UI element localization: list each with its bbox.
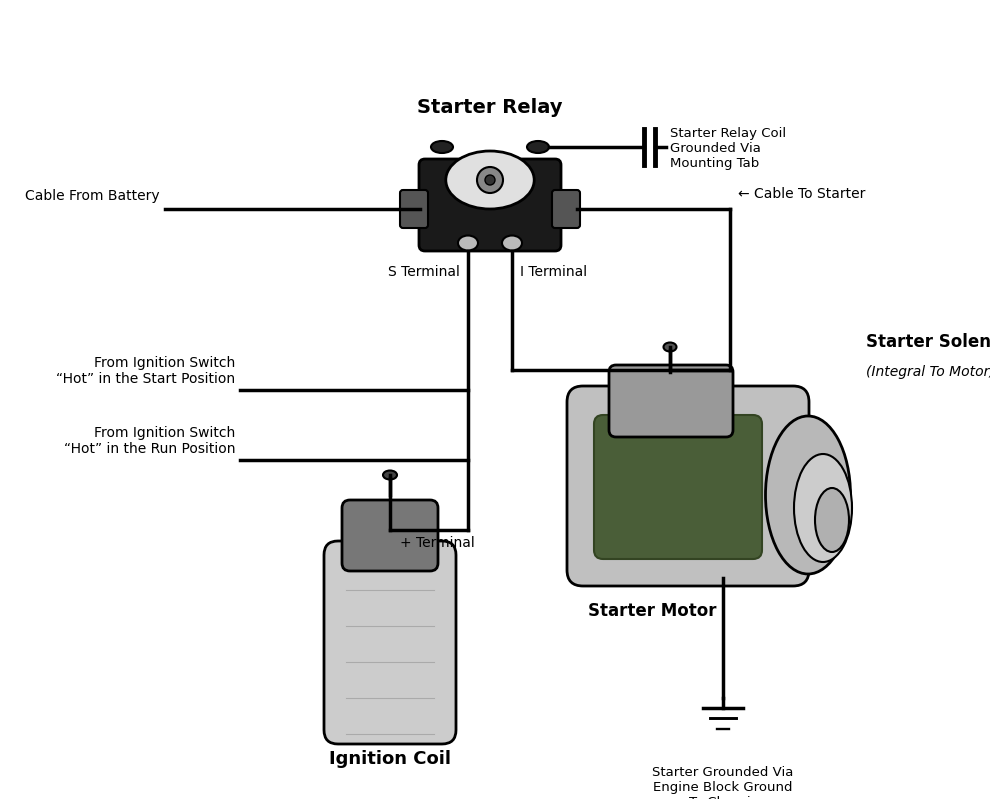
Ellipse shape <box>383 471 397 479</box>
FancyBboxPatch shape <box>552 190 580 228</box>
FancyBboxPatch shape <box>419 159 561 251</box>
Text: From Ignition Switch
“Hot” in the Run Position: From Ignition Switch “Hot” in the Run Po… <box>63 426 235 456</box>
Text: From Ignition Switch
“Hot” in the Start Position: From Ignition Switch “Hot” in the Start … <box>55 356 235 386</box>
Text: Starter Motor: Starter Motor <box>588 602 717 620</box>
Ellipse shape <box>431 141 453 153</box>
FancyBboxPatch shape <box>342 500 438 571</box>
Text: Starter Relay Coil
Grounded Via
Mounting Tab: Starter Relay Coil Grounded Via Mounting… <box>670 127 786 170</box>
Text: S Terminal: S Terminal <box>388 265 460 279</box>
Text: ← Cable To Starter: ← Cable To Starter <box>738 187 865 201</box>
Ellipse shape <box>446 151 535 209</box>
Text: Cable From Battery: Cable From Battery <box>26 189 160 203</box>
FancyBboxPatch shape <box>609 365 733 437</box>
FancyBboxPatch shape <box>400 190 428 228</box>
Ellipse shape <box>794 454 852 562</box>
Text: Starter Solenoid: Starter Solenoid <box>866 333 990 351</box>
Text: Ignition Coil: Ignition Coil <box>329 750 451 768</box>
FancyBboxPatch shape <box>567 386 809 586</box>
Text: + Terminal: + Terminal <box>400 536 475 550</box>
FancyBboxPatch shape <box>594 415 762 559</box>
Ellipse shape <box>502 236 522 251</box>
Text: Starter Relay: Starter Relay <box>417 98 562 117</box>
Text: I Terminal: I Terminal <box>520 265 587 279</box>
FancyBboxPatch shape <box>324 541 456 744</box>
Ellipse shape <box>815 488 849 552</box>
Text: (Integral To Motor): (Integral To Motor) <box>866 365 990 379</box>
Circle shape <box>485 175 495 185</box>
Ellipse shape <box>527 141 549 153</box>
Text: Starter Grounded Via
Engine Block Ground
To Chassis: Starter Grounded Via Engine Block Ground… <box>652 766 794 799</box>
Ellipse shape <box>765 416 850 574</box>
Ellipse shape <box>458 236 478 251</box>
Circle shape <box>477 167 503 193</box>
Ellipse shape <box>663 343 676 352</box>
